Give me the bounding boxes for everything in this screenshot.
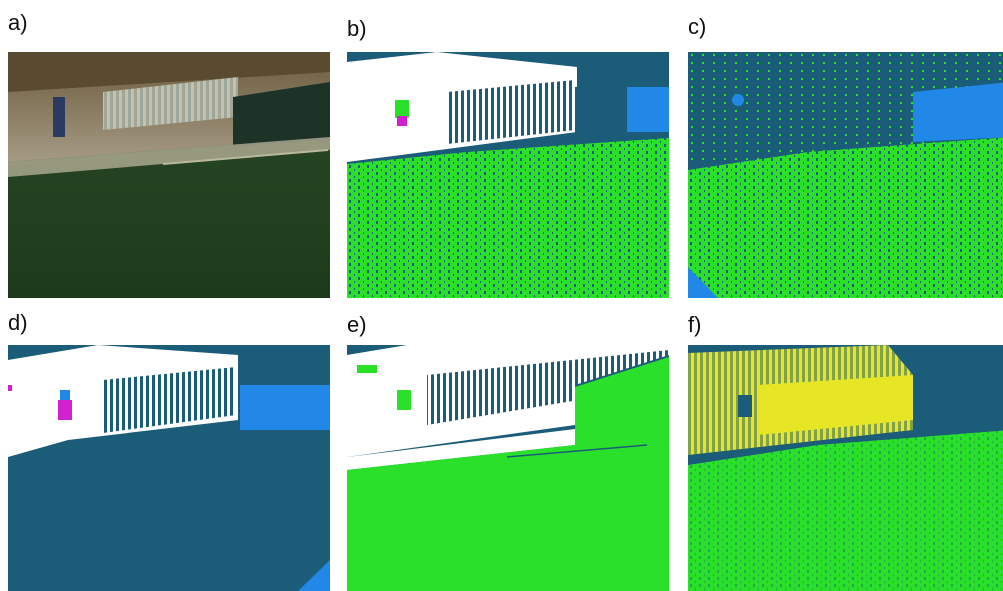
figure: a) b) c) d) e) f) (() => [0, 0, 1003, 590]
segmentation-panel [688, 52, 1003, 298]
panel-label: d) [8, 310, 28, 336]
panel-label: e) [347, 312, 367, 338]
panel-label: b) [347, 16, 367, 42]
segmentation-panel [8, 345, 330, 591]
photo-panel [8, 52, 330, 298]
panel-label: f) [688, 312, 701, 338]
segmentation-panel [347, 52, 669, 298]
segmentation-panel [347, 345, 669, 591]
panel-label: a) [8, 10, 28, 36]
segmentation-panel [688, 345, 1003, 591]
panel-label: c) [688, 14, 706, 40]
